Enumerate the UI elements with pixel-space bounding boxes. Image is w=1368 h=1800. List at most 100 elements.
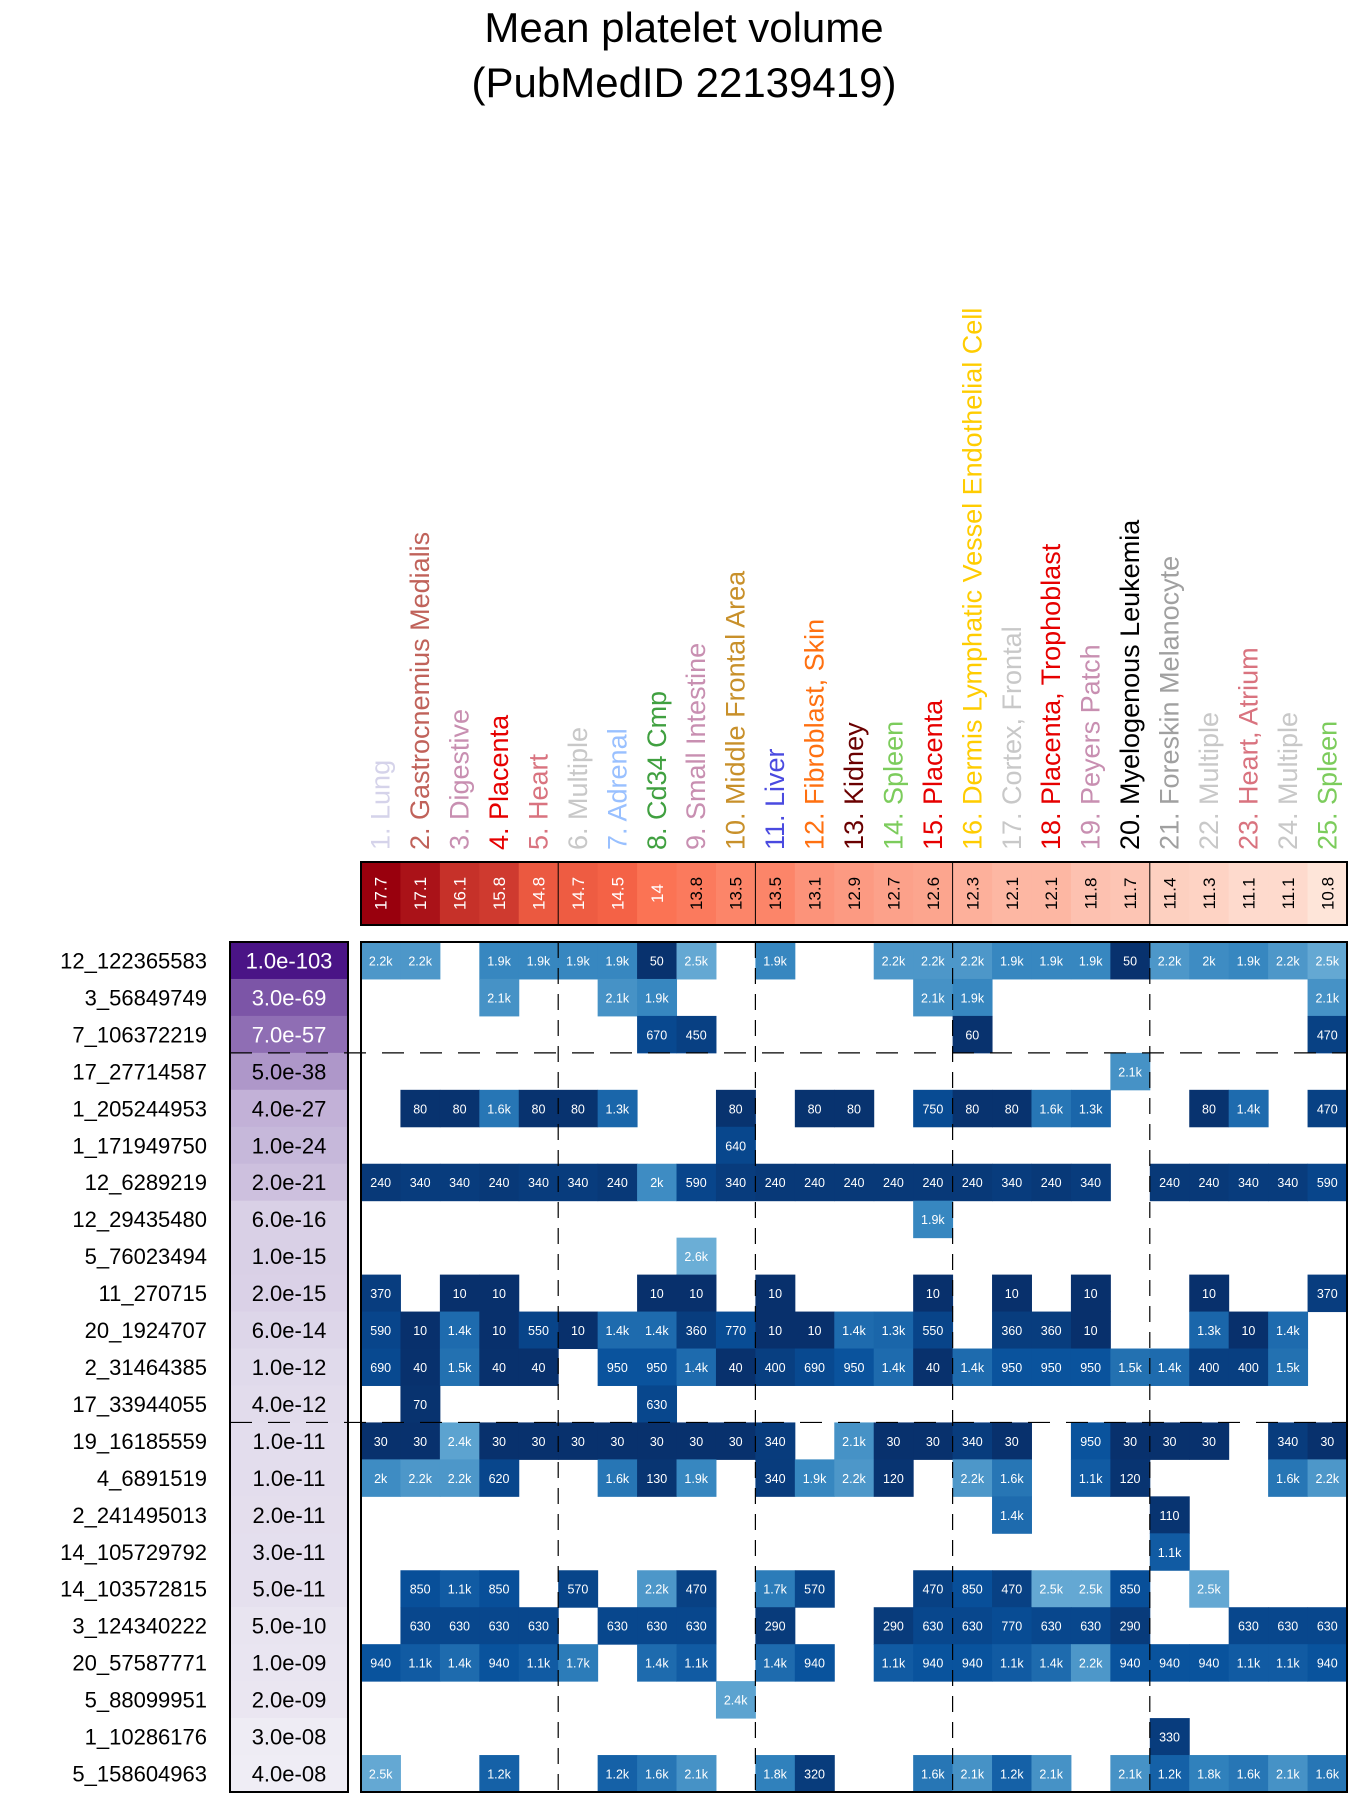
cell-value-label: 470 <box>1317 1028 1338 1042</box>
cell-value-label: 240 <box>1159 1176 1180 1190</box>
cell-value-label: 80 <box>571 1102 585 1116</box>
heatmap-cell <box>676 1755 717 1793</box>
pvalue-label: 2.0e-21 <box>252 1170 327 1195</box>
cell-value-label: 370 <box>1317 1287 1338 1301</box>
heatmap-cell <box>637 1422 678 1460</box>
pvalue-cell <box>230 1607 348 1645</box>
score-cell <box>676 862 717 925</box>
cell-value-label: 1.7k <box>566 1657 590 1671</box>
row-label: 14_105729792 <box>60 1540 207 1565</box>
heatmap-cell <box>1031 1570 1072 1608</box>
cell-value-label: 40 <box>532 1361 546 1375</box>
heatmap-cell <box>637 1163 678 1202</box>
score-label: 12.6 <box>924 877 943 910</box>
cell-value-label: 10 <box>1084 1287 1098 1301</box>
heatmap-cell <box>913 1570 954 1608</box>
heatmap-cell <box>676 1237 717 1276</box>
score-label: 12.9 <box>845 877 864 910</box>
row-label: 2_31464385 <box>85 1355 207 1380</box>
heatmap-cell <box>1031 1311 1072 1350</box>
cell-value-label: 620 <box>489 1472 510 1486</box>
heatmap-cell <box>361 1163 401 1202</box>
heatmap-cell <box>479 1311 520 1350</box>
column-label: 12. Fibroblast, Skin <box>800 619 830 850</box>
heatmap-cell <box>1307 1644 1348 1682</box>
cell-value-label: 340 <box>962 1435 983 1449</box>
heatmap-cell <box>1070 1422 1111 1460</box>
cell-value-label: 1.9k <box>763 954 787 968</box>
cell-value-label: 10 <box>1005 1287 1019 1301</box>
heatmap-cell <box>1268 1311 1309 1350</box>
heatmap-cell <box>1149 1533 1190 1571</box>
column-label: 7. Adrenal <box>602 728 632 850</box>
cell-value-label: 2.1k <box>606 991 630 1005</box>
cell-value-label: 570 <box>567 1583 588 1597</box>
row-label: 14_103572815 <box>60 1577 207 1602</box>
column-label: 18. Placenta, Trophoblast <box>1036 543 1066 850</box>
row-label: 5_76023494 <box>85 1244 207 1269</box>
cell-value-label: 690 <box>370 1361 391 1375</box>
heatmap-cell <box>400 1570 441 1608</box>
cell-value-label: 10 <box>768 1324 782 1338</box>
cell-value-label: 2k <box>374 1472 388 1486</box>
heatmap-cell <box>715 1089 756 1128</box>
cell-value-label: 2.2k <box>921 954 945 968</box>
cell-value-label: 1.6k <box>921 1768 945 1782</box>
pvalue-cell <box>230 1718 348 1756</box>
cell-value-label: 2.1k <box>1276 1768 1300 1782</box>
heatmap-cell <box>597 1755 638 1793</box>
row-label: 5_88099951 <box>85 1688 207 1713</box>
heatmap-cell <box>1110 1570 1151 1608</box>
heatmap-cell <box>597 1422 638 1460</box>
heatmap-cell <box>992 1348 1032 1386</box>
heatmap-cell <box>755 1163 796 1202</box>
cell-value-label: 1.2k <box>1158 1768 1182 1782</box>
heatmap-cell <box>992 1089 1032 1128</box>
cell-value-label: 1.4k <box>960 1361 984 1375</box>
heatmap-cell <box>913 1755 954 1793</box>
heatmap-cell <box>755 942 796 980</box>
heatmap-cell <box>913 942 954 980</box>
cell-value-label: 550 <box>528 1324 549 1338</box>
heatmap-cell <box>558 1089 599 1128</box>
cell-value-label: 2.1k <box>1039 1768 1063 1782</box>
cell-value-label: 690 <box>804 1361 825 1375</box>
cell-value-label: 1.6k <box>1315 1768 1339 1782</box>
score-cell <box>755 862 796 925</box>
column-label: 15. Placenta <box>918 699 948 850</box>
cell-value-label: 1.9k <box>487 954 511 968</box>
heatmap-cell <box>479 1644 520 1682</box>
heatmap-cell <box>992 1570 1032 1608</box>
cell-value-label: 1.9k <box>960 991 984 1005</box>
heatmap-cell <box>1268 1163 1309 1202</box>
cell-value-label: 1.6k <box>1237 1768 1261 1782</box>
score-label: 11.1 <box>1239 878 1258 910</box>
heatmap-cell <box>400 942 441 980</box>
cell-value-label: 630 <box>1277 1620 1298 1634</box>
heatmap-cell <box>637 978 678 1017</box>
heatmap-cell <box>1070 1163 1111 1202</box>
pvalue-label: 1.0e-11 <box>253 1429 326 1454</box>
heatmap-cell <box>361 1311 401 1350</box>
row-label: 12_29435480 <box>72 1207 207 1232</box>
cell-value-label: 470 <box>686 1583 707 1597</box>
row-label: 1_10286176 <box>85 1725 207 1750</box>
cell-value-label: 80 <box>413 1102 427 1116</box>
cell-value-label: 2.5k <box>1039 1583 1063 1597</box>
score-label: 13.5 <box>766 877 785 910</box>
heatmap-cell <box>1189 1570 1230 1608</box>
cell-value-label: 630 <box>489 1620 510 1634</box>
cell-value-label: 2.5k <box>684 954 708 968</box>
cell-value-label: 1.4k <box>606 1324 630 1338</box>
cell-value-label: 1.6k <box>487 1102 511 1116</box>
cell-value-label: 1.1k <box>1237 1657 1261 1671</box>
heatmap-cell <box>361 1348 401 1386</box>
cell-value-label: 1.9k <box>684 1472 708 1486</box>
heatmap-cell <box>1070 1274 1111 1313</box>
cell-value-label: 30 <box>374 1435 388 1449</box>
cell-value-label: 360 <box>1041 1324 1062 1338</box>
cell-value-label: 400 <box>1238 1361 1259 1375</box>
heatmap-cell <box>400 1311 441 1350</box>
heatmap-cell <box>1189 1274 1230 1313</box>
cell-value-label: 1.9k <box>1079 954 1103 968</box>
